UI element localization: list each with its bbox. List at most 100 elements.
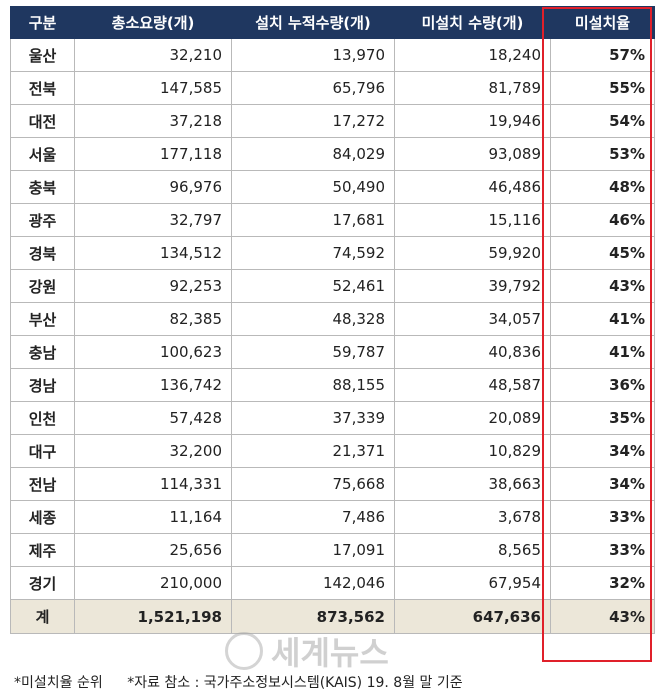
cell-total-required: 92,253: [74, 269, 232, 303]
cell-region: 전남: [10, 467, 75, 501]
footnote-source: *자료 참소 : 국가주소정보시스템(KAIS) 19. 8월 말 기준: [127, 675, 463, 691]
cell-region: 서울: [10, 137, 75, 171]
cell-region: 대전: [10, 104, 75, 138]
cell-rate: 41%: [550, 335, 655, 369]
table-row: 인천 57,428 37,339 20,089 35%: [10, 401, 655, 435]
cell-installed: 142,046: [231, 566, 395, 600]
table-row: 광주 32,797 17,681 15,116 46%: [10, 203, 655, 237]
table-row: 울산 32,210 13,970 18,240 57%: [10, 38, 655, 72]
cell-total-required: 32,210: [74, 38, 232, 72]
watermark-logo-icon: [225, 631, 263, 670]
cell-rate: 33%: [550, 533, 655, 567]
table-row: 경남 136,742 88,155 48,587 36%: [10, 368, 655, 402]
cell-total-required: 96,976: [74, 170, 232, 204]
cell-region: 충남: [10, 335, 75, 369]
cell-not-installed: 39,792: [394, 269, 551, 303]
cell-not-installed: 59,920: [394, 236, 551, 270]
cell-installed: 13,970: [231, 38, 395, 72]
cell-rate: 46%: [550, 203, 655, 237]
cell-rate: 34%: [550, 467, 655, 501]
header-installed: 설치 누적수량(개): [231, 6, 395, 39]
total-cell-rate: 43%: [550, 599, 655, 634]
cell-installed: 48,328: [231, 302, 395, 336]
cell-rate: 32%: [550, 566, 655, 600]
cell-not-installed: 67,954: [394, 566, 551, 600]
cell-installed: 74,592: [231, 236, 395, 270]
cell-region: 울산: [10, 38, 75, 72]
total-row: 계 1,521,198 873,562 647,636 43%: [10, 599, 655, 634]
cell-rate: 36%: [550, 368, 655, 402]
header-region: 구분: [10, 6, 75, 39]
table-row: 제주 25,656 17,091 8,565 33%: [10, 533, 655, 567]
table-row: 전북 147,585 65,796 81,789 55%: [10, 71, 655, 105]
table-row: 충남 100,623 59,787 40,836 41%: [10, 335, 655, 369]
header-not-installed: 미설치 수량(개): [394, 6, 551, 39]
total-cell-total-required: 1,521,198: [74, 599, 232, 634]
cell-not-installed: 15,116: [394, 203, 551, 237]
cell-not-installed: 40,836: [394, 335, 551, 369]
cell-not-installed: 19,946: [394, 104, 551, 138]
table-row: 경북 134,512 74,592 59,920 45%: [10, 236, 655, 270]
cell-installed: 17,272: [231, 104, 395, 138]
cell-installed: 84,029: [231, 137, 395, 171]
cell-installed: 59,787: [231, 335, 395, 369]
cell-installed: 88,155: [231, 368, 395, 402]
cell-not-installed: 8,565: [394, 533, 551, 567]
cell-total-required: 210,000: [74, 566, 232, 600]
cell-total-required: 134,512: [74, 236, 232, 270]
table-row: 세종 11,164 7,486 3,678 33%: [10, 500, 655, 534]
cell-region: 부산: [10, 302, 75, 336]
cell-total-required: 100,623: [74, 335, 232, 369]
cell-rate: 33%: [550, 500, 655, 534]
cell-not-installed: 38,663: [394, 467, 551, 501]
cell-total-required: 136,742: [74, 368, 232, 402]
cell-total-required: 82,385: [74, 302, 232, 336]
cell-total-required: 32,797: [74, 203, 232, 237]
cell-installed: 75,668: [231, 467, 395, 501]
cell-region: 세종: [10, 500, 75, 534]
cell-installed: 17,091: [231, 533, 395, 567]
watermark: 세계뉴스: [225, 628, 455, 673]
cell-total-required: 177,118: [74, 137, 232, 171]
cell-installed: 52,461: [231, 269, 395, 303]
cell-rate: 48%: [550, 170, 655, 204]
cell-rate: 43%: [550, 269, 655, 303]
table-row: 서울 177,118 84,029 93,089 53%: [10, 137, 655, 171]
cell-installed: 21,371: [231, 434, 395, 468]
table-row: 대구 32,200 21,371 10,829 34%: [10, 434, 655, 468]
cell-not-installed: 81,789: [394, 71, 551, 105]
table-row: 전남 114,331 75,668 38,663 34%: [10, 467, 655, 501]
table-header-row: 구분 총소요량(개) 설치 누적수량(개) 미설치 수량(개) 미설치율: [10, 6, 655, 39]
cell-region: 경남: [10, 368, 75, 402]
table-row: 부산 82,385 48,328 34,057 41%: [10, 302, 655, 336]
cell-rate: 41%: [550, 302, 655, 336]
cell-rate: 34%: [550, 434, 655, 468]
cell-total-required: 32,200: [74, 434, 232, 468]
data-table: 구분 총소요량(개) 설치 누적수량(개) 미설치 수량(개) 미설치율 울산 3…: [10, 6, 655, 634]
cell-total-required: 11,164: [74, 500, 232, 534]
cell-total-required: 25,656: [74, 533, 232, 567]
total-cell-installed: 873,562: [231, 599, 395, 634]
cell-rate: 57%: [550, 38, 655, 72]
cell-rate: 45%: [550, 236, 655, 270]
cell-not-installed: 34,057: [394, 302, 551, 336]
cell-not-installed: 3,678: [394, 500, 551, 534]
cell-total-required: 147,585: [74, 71, 232, 105]
cell-region: 경기: [10, 566, 75, 600]
watermark-text: 세계뉴스: [271, 633, 389, 672]
cell-installed: 50,490: [231, 170, 395, 204]
cell-rate: 55%: [550, 71, 655, 105]
table-row: 대전 37,218 17,272 19,946 54%: [10, 104, 655, 138]
cell-region: 대구: [10, 434, 75, 468]
cell-rate: 54%: [550, 104, 655, 138]
table-row: 경기 210,000 142,046 67,954 32%: [10, 566, 655, 600]
header-total-required: 총소요량(개): [74, 6, 232, 39]
header-not-installed-rate: 미설치율: [550, 6, 655, 39]
cell-installed: 7,486: [231, 500, 395, 534]
cell-total-required: 37,218: [74, 104, 232, 138]
cell-rate: 53%: [550, 137, 655, 171]
cell-region: 광주: [10, 203, 75, 237]
cell-not-installed: 46,486: [394, 170, 551, 204]
cell-not-installed: 20,089: [394, 401, 551, 435]
cell-region: 인천: [10, 401, 75, 435]
